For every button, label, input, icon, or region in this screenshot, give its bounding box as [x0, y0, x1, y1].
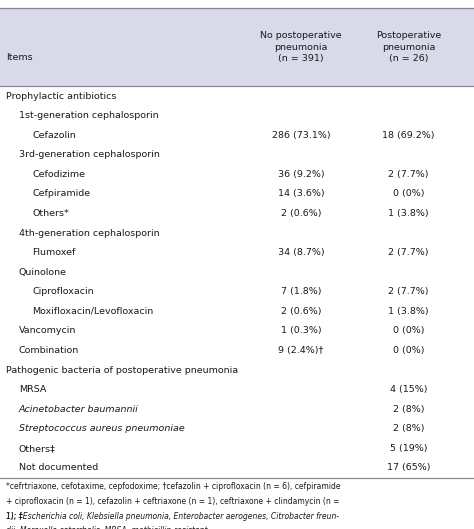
Text: 36 (9.2%): 36 (9.2%)	[278, 170, 324, 179]
Text: 5 (19%): 5 (19%)	[390, 444, 428, 453]
Text: 0 (0%): 0 (0%)	[393, 326, 424, 335]
Bar	[0, 8, 474, 86]
Text: Vancomycin: Vancomycin	[19, 326, 76, 335]
Text: 18 (69.2%): 18 (69.2%)	[383, 131, 435, 140]
Text: + ciprofloxacin (n = 1), cefazolin + ceftriaxone (n = 1), ceftriaxone + clindamy: + ciprofloxacin (n = 1), cefazolin + cef…	[6, 497, 339, 506]
Text: 2 (7.7%): 2 (7.7%)	[388, 170, 429, 179]
Text: Ciprofloxacin: Ciprofloxacin	[32, 287, 94, 296]
Text: 1st-generation cephalosporin: 1st-generation cephalosporin	[19, 111, 159, 120]
Text: 9 (2.4%)†: 9 (2.4%)†	[278, 346, 324, 355]
Text: Quinolone: Quinolone	[19, 268, 67, 277]
Text: 0 (0%): 0 (0%)	[393, 346, 424, 355]
Text: Cefpiramide: Cefpiramide	[32, 189, 91, 198]
Text: Cefodizime: Cefodizime	[32, 170, 85, 179]
Text: 34 (8.7%): 34 (8.7%)	[278, 248, 324, 257]
Text: Flumoxef: Flumoxef	[32, 248, 76, 257]
Text: No postoperative
pneumonia
(n = 391): No postoperative pneumonia (n = 391)	[260, 32, 342, 62]
Text: Not documented: Not documented	[19, 463, 98, 472]
Text: 14 (3.6%): 14 (3.6%)	[278, 189, 324, 198]
Text: 1); ‡Escherichia coli, Klebsiella pneumonia, Enterobacter aerogenes, Citrobacter: 1); ‡Escherichia coli, Klebsiella pneumo…	[6, 512, 339, 521]
Text: 4 (15%): 4 (15%)	[390, 385, 428, 394]
Text: MRSA: MRSA	[19, 385, 46, 394]
Text: Streptococcus aureus pneumoniae: Streptococcus aureus pneumoniae	[19, 424, 185, 433]
Text: Others‡: Others‡	[19, 444, 56, 453]
Text: 4th-generation cephalosporin: 4th-generation cephalosporin	[19, 229, 160, 238]
Text: 7 (1.8%): 7 (1.8%)	[281, 287, 321, 296]
Text: 17 (65%): 17 (65%)	[387, 463, 430, 472]
Text: Prophylactic antibiotics: Prophylactic antibiotics	[6, 92, 116, 101]
Text: 2 (0.6%): 2 (0.6%)	[281, 307, 321, 316]
Text: 2 (7.7%): 2 (7.7%)	[388, 287, 429, 296]
Text: 0 (0%): 0 (0%)	[393, 189, 424, 198]
Text: 2 (0.6%): 2 (0.6%)	[281, 209, 321, 218]
Text: Pathogenic bacteria of postoperative pneumonia: Pathogenic bacteria of postoperative pne…	[6, 366, 238, 375]
Text: Others*: Others*	[32, 209, 69, 218]
Text: 3rd-generation cephalosporin: 3rd-generation cephalosporin	[19, 150, 160, 159]
Text: Items: Items	[6, 52, 32, 62]
Text: Moxifloxacin/Levofloxacin: Moxifloxacin/Levofloxacin	[32, 307, 154, 316]
Text: 1 (3.8%): 1 (3.8%)	[388, 209, 429, 218]
Text: Postoperative
pneumonia
(n = 26): Postoperative pneumonia (n = 26)	[376, 32, 441, 62]
Text: Acinetobacter baumannii: Acinetobacter baumannii	[19, 405, 139, 414]
Text: 1); ‡: 1); ‡	[6, 512, 22, 521]
Text: 1 (3.8%): 1 (3.8%)	[388, 307, 429, 316]
Text: 2 (7.7%): 2 (7.7%)	[388, 248, 429, 257]
Text: 1 (0.3%): 1 (0.3%)	[281, 326, 321, 335]
Text: dii, Moraxella catarrhalis. MRSA, methicillin-resistant.: dii, Moraxella catarrhalis. MRSA, methic…	[6, 526, 210, 529]
Text: 2 (8%): 2 (8%)	[393, 424, 424, 433]
Text: *cefrtriaxone, cefotaxime, cepfodoxime; †cefazolin + ciprofloxacin (n = 6), cefp: *cefrtriaxone, cefotaxime, cepfodoxime; …	[6, 482, 340, 491]
Text: 286 (73.1%): 286 (73.1%)	[272, 131, 330, 140]
Text: Combination: Combination	[19, 346, 79, 355]
Text: Cefazolin: Cefazolin	[32, 131, 76, 140]
Text: 2 (8%): 2 (8%)	[393, 405, 424, 414]
